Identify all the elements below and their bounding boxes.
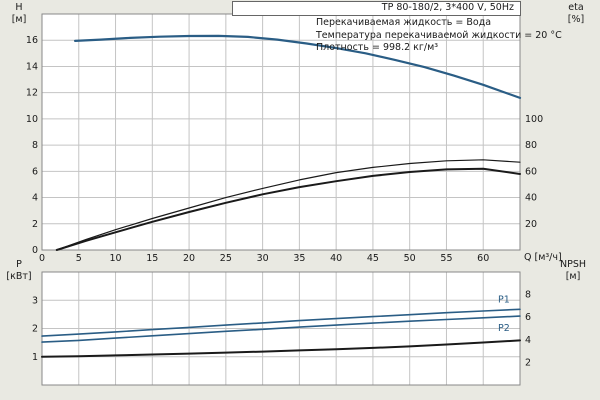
x-axis-tick: 5 bbox=[76, 253, 82, 264]
fluid-info-line: Перекачиваемая жидкость = Вода bbox=[316, 17, 492, 28]
left-axis-tick: 2 bbox=[32, 219, 38, 230]
x-axis-tick: 30 bbox=[257, 253, 269, 264]
h-axis-title: H [м] bbox=[2, 2, 36, 26]
x-axis-tick: 35 bbox=[293, 253, 305, 264]
eta-axis-name: eta bbox=[568, 2, 584, 13]
h-axis-unit: [м] bbox=[11, 14, 27, 25]
right-axis-tick: 8 bbox=[525, 290, 531, 301]
x-axis-tick: 55 bbox=[440, 253, 452, 264]
fluid-info-block: Перекачиваемая жидкость = Вода Температу… bbox=[316, 17, 562, 55]
plot-border bbox=[41, 271, 521, 386]
p-axis-title: P [кВт] bbox=[2, 259, 36, 283]
right-axis-tick: 40 bbox=[525, 193, 537, 204]
eta-axis-unit: [%] bbox=[567, 14, 585, 25]
eta-axis-title: eta [%] bbox=[556, 2, 596, 26]
p-axis-name: P bbox=[16, 259, 22, 270]
x-axis-tick: 20 bbox=[183, 253, 195, 264]
x-axis-tick: 25 bbox=[220, 253, 232, 264]
right-axis-tick: 6 bbox=[525, 312, 531, 323]
x-axis-tick: 40 bbox=[330, 253, 342, 264]
right-axis-tick: 60 bbox=[525, 166, 537, 177]
curve-P2 bbox=[41, 315, 521, 343]
x-axis-tick: 10 bbox=[109, 253, 121, 264]
curve-P1 bbox=[41, 308, 521, 337]
left-axis-tick: 4 bbox=[32, 193, 38, 204]
plot-area bbox=[42, 14, 520, 250]
curve-eta-lower bbox=[55, 167, 521, 251]
curve-head-H bbox=[73, 34, 522, 100]
pump-model-title: TP 80-180/2, 3*400 V, 50Hz bbox=[232, 1, 521, 16]
q-axis-label: Q [м³/ч] bbox=[524, 252, 562, 263]
fluid-info-line: Температура перекачиваемой жидкости = 20… bbox=[316, 29, 562, 41]
curve-label-P1: P1 bbox=[498, 294, 510, 305]
x-axis-tick: 15 bbox=[146, 253, 158, 264]
npsh-axis-unit: [м] bbox=[565, 271, 581, 282]
x-axis-tick: 60 bbox=[477, 253, 489, 264]
left-axis-tick: 10 bbox=[26, 114, 38, 125]
h-axis-name: H bbox=[15, 2, 23, 13]
left-axis-tick: 16 bbox=[26, 35, 38, 46]
right-axis-tick: 2 bbox=[525, 357, 531, 368]
curve-label-P2: P2 bbox=[498, 323, 510, 334]
x-axis-tick: 50 bbox=[404, 253, 416, 264]
left-axis-tick: 1 bbox=[32, 352, 38, 363]
left-axis-tick: 14 bbox=[26, 61, 38, 72]
left-axis-tick: 0 bbox=[32, 245, 38, 256]
npsh-axis-name: NPSH bbox=[559, 259, 586, 270]
left-axis-tick: 8 bbox=[32, 140, 38, 151]
left-axis-tick: 12 bbox=[26, 88, 38, 99]
x-axis-tick: 0 bbox=[39, 253, 45, 264]
right-axis-tick: 100 bbox=[525, 114, 543, 125]
left-axis-tick: 3 bbox=[32, 295, 38, 306]
fluid-info-line: Плотность = 998.2 кг/м³ bbox=[316, 42, 439, 53]
left-axis-tick: 6 bbox=[32, 166, 38, 177]
right-axis-tick: 80 bbox=[525, 140, 537, 151]
curve-eta-upper bbox=[56, 159, 521, 251]
x-axis-tick: 45 bbox=[367, 253, 379, 264]
curve-NPSH bbox=[41, 339, 521, 358]
npsh-axis-title: NPSH [м] bbox=[550, 259, 596, 283]
right-axis-tick: 4 bbox=[525, 335, 531, 346]
left-axis-tick: 2 bbox=[32, 324, 38, 335]
right-axis-tick: 20 bbox=[525, 219, 537, 230]
p-axis-unit: [кВт] bbox=[6, 271, 32, 282]
